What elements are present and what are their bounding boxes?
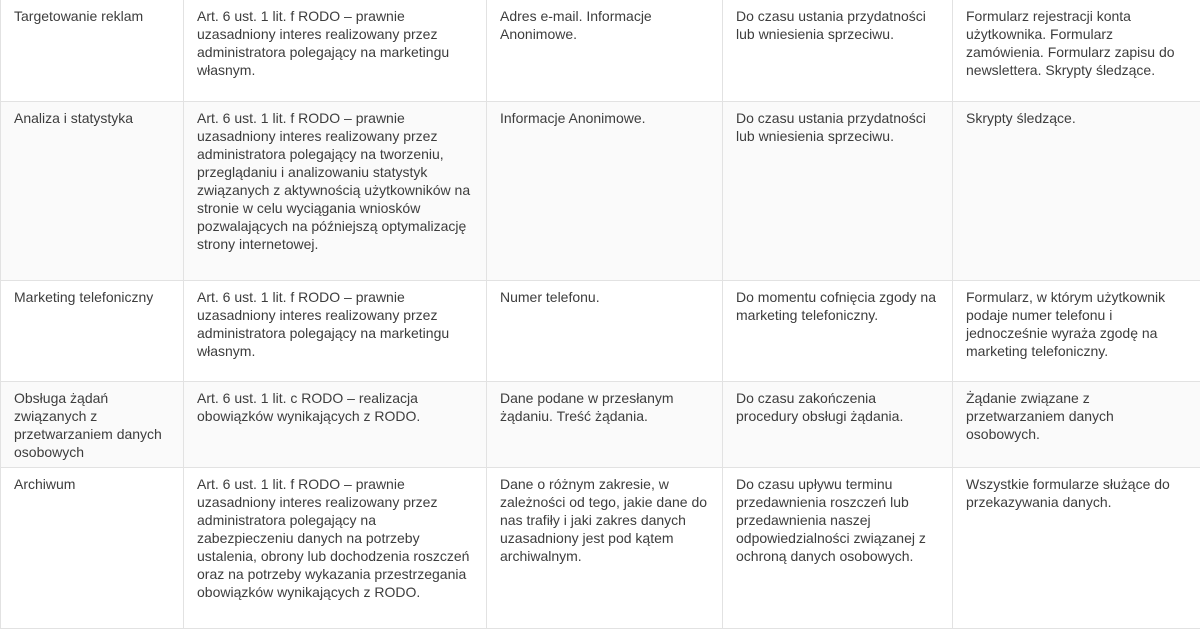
table-row: Targetowanie reklam Art. 6 ust. 1 lit. f… <box>1 0 1200 101</box>
cell-legal-basis: Art. 6 ust. 1 lit. f RODO – prawnie uzas… <box>184 0 487 101</box>
cell-data-scope: Informacje Anonimowe. <box>487 101 723 280</box>
cell-data-source: Żądanie związane z przetwarzaniem danych… <box>953 381 1200 467</box>
cell-data-scope: Adres e-mail. Informacje Anonimowe. <box>487 0 723 101</box>
cell-processing-purpose: Obsługa żądań związanych z przetwarzanie… <box>1 381 184 467</box>
table-row: Archiwum Art. 6 ust. 1 lit. f RODO – pra… <box>1 467 1200 628</box>
cell-processing-purpose: Marketing telefoniczny <box>1 280 184 381</box>
cell-retention-period: Do czasu ustania przydatności lub wniesi… <box>723 0 953 101</box>
cell-data-source: Wszystkie formularze służące do przekazy… <box>953 467 1200 628</box>
cell-legal-basis: Art. 6 ust. 1 lit. c RODO – realizacja o… <box>184 381 487 467</box>
cell-retention-period: Do czasu upływu terminu przedawnienia ro… <box>723 467 953 628</box>
table-row: Analiza i statystyka Art. 6 ust. 1 lit. … <box>1 101 1200 280</box>
table-row: Obsługa żądań związanych z przetwarzanie… <box>1 381 1200 467</box>
cell-legal-basis: Art. 6 ust. 1 lit. f RODO – prawnie uzas… <box>184 467 487 628</box>
cell-data-source: Formularz, w którym użytkownik podaje nu… <box>953 280 1200 381</box>
cell-legal-basis: Art. 6 ust. 1 lit. f RODO – prawnie uzas… <box>184 101 487 280</box>
cell-legal-basis: Art. 6 ust. 1 lit. f RODO – prawnie uzas… <box>184 280 487 381</box>
cell-processing-purpose: Archiwum <box>1 467 184 628</box>
cell-data-scope: Dane podane w przesłanym żądaniu. Treść … <box>487 381 723 467</box>
cell-retention-period: Do czasu zakończenia procedury obsługi ż… <box>723 381 953 467</box>
cell-data-scope: Numer telefonu. <box>487 280 723 381</box>
table-row: Marketing telefoniczny Art. 6 ust. 1 lit… <box>1 280 1200 381</box>
cell-retention-period: Do momentu cofnięcia zgody na marketing … <box>723 280 953 381</box>
cell-processing-purpose: Analiza i statystyka <box>1 101 184 280</box>
cell-data-scope: Dane o różnym zakresie, w zależności od … <box>487 467 723 628</box>
cell-data-source: Skrypty śledzące. <box>953 101 1200 280</box>
cell-retention-period: Do czasu ustania przydatności lub wniesi… <box>723 101 953 280</box>
cell-processing-purpose: Targetowanie reklam <box>1 0 184 101</box>
cell-data-source: Formularz rejestracji konta użytkownika.… <box>953 0 1200 101</box>
